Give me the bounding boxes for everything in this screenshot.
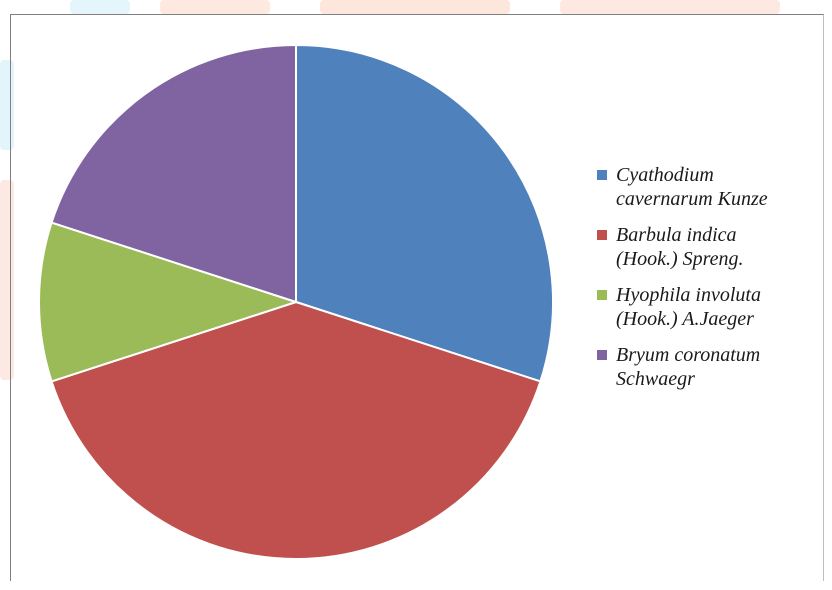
legend-label-line2: (Hook.) Spreng.: [616, 248, 744, 270]
pie-slice-3: [50, 43, 297, 304]
pie-slice-0: [295, 43, 554, 383]
legend-item-barbula: Barbula indica (Hook.) Spreng.: [597, 223, 822, 271]
watermark-band: [70, 0, 130, 14]
pie-slice-1: [50, 300, 542, 560]
legend-label-line2: cavernarum Kunze: [616, 188, 768, 210]
watermark-band: [160, 0, 270, 14]
legend-swatch: [597, 290, 607, 300]
legend-label-line1: Cyathodium: [616, 164, 714, 186]
legend-label-line2: (Hook.) A.Jaeger: [616, 308, 754, 330]
pie-slices: [38, 43, 554, 560]
legend-item-hyophila: Hyophila involuta (Hook.) A.Jaeger: [597, 283, 822, 331]
legend-label-line1: Bryum coronatum: [616, 344, 761, 366]
watermark-band: [320, 0, 510, 14]
legend-label-line1: Hyophila involuta: [616, 284, 761, 306]
legend-label-line1: Barbula indica: [616, 224, 737, 246]
chart-area: [10, 14, 824, 581]
watermark-band: [560, 0, 780, 14]
pie-slice-2: [38, 221, 300, 383]
legend-item-bryum: Bryum coronatum Schwaegr: [597, 343, 822, 391]
legend-swatch: [597, 230, 607, 240]
chart-legend: Cyathodium cavernarum Kunze Barbula indi…: [597, 163, 822, 403]
legend-swatch: [597, 350, 607, 360]
legend-swatch: [597, 170, 607, 180]
legend-item-cyathodium: Cyathodium cavernarum Kunze: [597, 163, 822, 211]
legend-label-line2: Schwaegr: [616, 368, 695, 390]
